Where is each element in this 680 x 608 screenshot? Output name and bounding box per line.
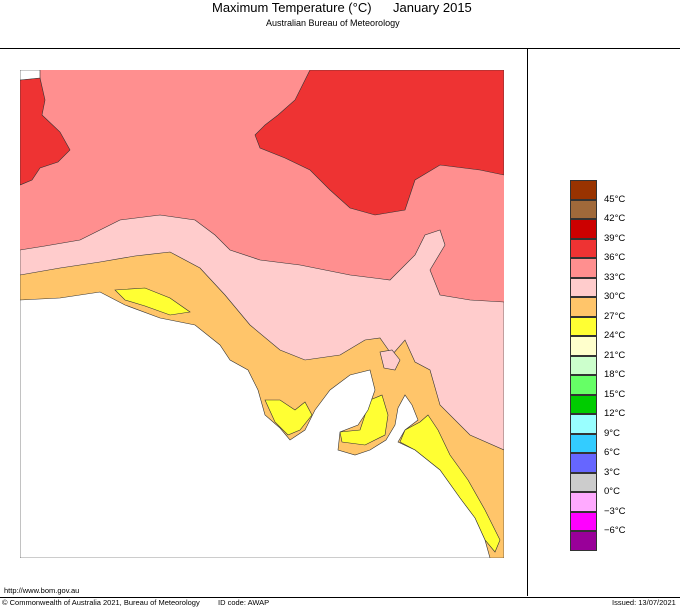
map-frame: [0, 48, 680, 598]
legend-swatch: [570, 336, 597, 356]
legend-swatch: [570, 531, 597, 551]
legend-label: 21°C: [604, 349, 626, 361]
legend-label: 30°C: [604, 291, 626, 302]
map-subtitle: Australian Bureau of Meteorology: [266, 18, 400, 28]
legend-swatch: [570, 511, 597, 531]
map-period: January 2015: [393, 0, 472, 15]
legend-label: 39°C: [604, 232, 626, 244]
legend-swatch: [570, 316, 597, 336]
legend-label: 45°C: [604, 193, 626, 205]
legend-swatch: [570, 394, 597, 414]
zone-27-30-west: [114, 287, 191, 316]
legend-swatch: [570, 453, 597, 473]
legend-swatch: [570, 258, 597, 278]
footer-id-code: ID code: AWAP: [218, 598, 270, 607]
zone-27-30-eyre: [264, 399, 313, 436]
legend-swatch: [570, 199, 597, 219]
temperature-legend: 45°C 42°C 39°C 36°C 33°C 30°C 27°C 24°C 21°C 18°C…: [570, 180, 626, 551]
legend-label: 36°C: [604, 252, 626, 263]
legend-label: 3°C: [604, 466, 620, 478]
legend-swatch: [570, 277, 597, 297]
legend-swatch: [570, 238, 597, 258]
legend-swatch: [570, 297, 597, 317]
panel-divider: [527, 48, 528, 596]
legend-label: 0°C: [604, 486, 620, 497]
legend-swatch: [570, 472, 597, 492]
legend-label: 9°C: [604, 427, 620, 439]
legend-label: 18°C: [604, 369, 626, 380]
footer-url: http://www.bom.gov.au: [4, 586, 80, 595]
zone-gulf: [379, 349, 401, 371]
legend-swatch: [570, 375, 597, 395]
zone-39-42-north-west: [20, 77, 71, 186]
legend-swatch: [570, 180, 597, 200]
legend-label: 12°C: [604, 408, 626, 419]
legend-swatch: [570, 492, 597, 512]
ocean: [20, 291, 491, 558]
legend-label: 15°C: [604, 388, 626, 400]
temperature-map: [20, 70, 504, 558]
legend-swatch: [570, 219, 597, 239]
legend-label: 27°C: [604, 310, 626, 322]
legend-swatch: [570, 414, 597, 434]
north-coast: [20, 70, 41, 81]
map-title: Maximum Temperature (°C): [212, 0, 372, 15]
legend-label: −6°C: [604, 525, 626, 536]
zone-27-30-yorke: [339, 394, 389, 446]
map-svg: [20, 70, 504, 558]
legend-swatch: [570, 355, 597, 375]
zone-39-42-north-east: [254, 70, 504, 216]
legend-label: 42°C: [604, 213, 626, 224]
legend-label: 33°C: [604, 271, 626, 283]
footer-issued: Issued: 13/07/2021: [612, 598, 676, 607]
legend-label: 24°C: [604, 330, 626, 341]
legend-label: 6°C: [604, 447, 620, 458]
legend-swatch: [570, 433, 597, 453]
footer-copyright: © Commonwealth of Australia 2021, Bureau…: [2, 598, 200, 607]
legend-label: −3°C: [604, 505, 626, 517]
